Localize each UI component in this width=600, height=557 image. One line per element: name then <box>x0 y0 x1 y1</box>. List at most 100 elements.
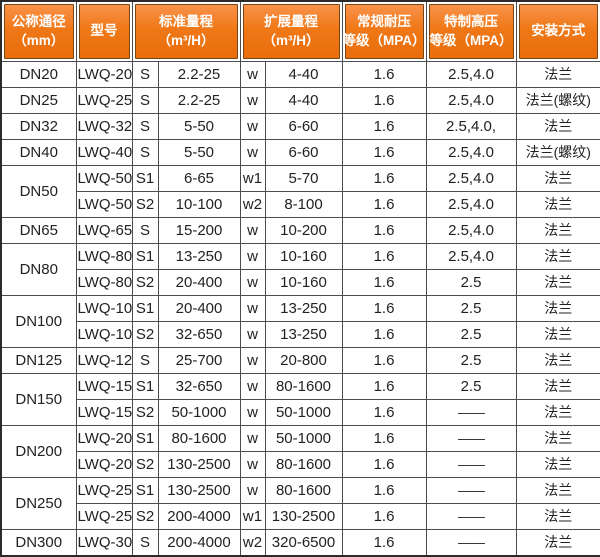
cell-standard-range: 32-650 <box>157 321 241 348</box>
cell-high-pressure: —— <box>425 425 517 452</box>
cell-model: LWQ-65 <box>75 217 133 244</box>
cell-installation: 法兰 <box>515 243 600 270</box>
cell-installation: 法兰 <box>515 425 600 452</box>
cell-high-pressure: 2.5,4.0 <box>425 217 517 244</box>
cell-high-pressure: 2.5,4.0 <box>425 191 517 218</box>
cell-standard-range: 200-4000 <box>157 503 241 530</box>
cell-high-pressure: —— <box>425 477 517 504</box>
cell-model: LWQ-300 <box>75 529 133 557</box>
cell-model: LWQ-200 <box>75 451 133 478</box>
cell-nominal-diameter: DN200 <box>0 425 77 478</box>
header-label-standard-range: 标准量程 （m³/H） <box>134 4 238 59</box>
cell-model: LWQ-50 <box>75 191 133 218</box>
header-installation: 安装方式 <box>515 0 600 62</box>
cell-standard-range: 32-650 <box>157 373 241 400</box>
cell-high-pressure: 2.5 <box>425 347 517 374</box>
cell-standard-code: S2 <box>131 503 159 530</box>
cell-standard-pressure: 1.6 <box>341 165 427 192</box>
cell-standard-range: 25-700 <box>157 347 241 374</box>
cell-high-pressure: —— <box>425 529 517 557</box>
table-row: DN65 LWQ-65 S 15-200 w 10-200 1.6 2.5,4.0 法兰 <box>0 217 600 244</box>
cell-standard-range: 6-65 <box>157 165 241 192</box>
cell-standard-code: S1 <box>131 425 159 452</box>
cell-installation: 法兰 <box>515 373 600 400</box>
table-row: DN80 LWQ-80 S1 13-250 w 10-160 1.6 2.5,4.0 法兰 <box>0 243 600 296</box>
cell-standard-code: S2 <box>131 451 159 478</box>
cell-standard-pressure: 1.6 <box>341 477 427 504</box>
header-label-standard-pressure: 常规耐压 等级（MPA） <box>343 4 426 59</box>
cell-extended-code: w <box>239 399 266 426</box>
cell-standard-range: 200-4000 <box>157 529 241 557</box>
cell-nominal-diameter: DN100 <box>0 295 77 348</box>
cell-standard-range: 2.2-25 <box>157 61 241 88</box>
cell-high-pressure: 2.5,4.0, <box>425 113 517 140</box>
header-standard-pressure: 常规耐压 等级（MPA） <box>341 0 427 62</box>
cell-high-pressure: 2.5,4.0 <box>425 139 517 166</box>
cell-extended-code: w <box>239 347 266 374</box>
cell-extended-range: 8-100 <box>264 191 343 218</box>
cell-nominal-diameter: DN150 <box>0 373 77 426</box>
cell-model: LWQ-150 <box>75 373 133 400</box>
cell-standard-code: S1 <box>131 295 159 322</box>
cell-standard-pressure: 1.6 <box>341 217 427 244</box>
cell-extended-range: 130-2500 <box>264 503 343 530</box>
cell-extended-code: w <box>239 61 266 88</box>
cell-installation: 法兰 <box>515 217 600 244</box>
cell-model: LWQ-40 <box>75 139 133 166</box>
cell-extended-range: 6-60 <box>264 139 343 166</box>
cell-standard-pressure: 1.6 <box>341 269 427 296</box>
header-high-pressure: 特制高压 等级（MPA） <box>425 0 517 62</box>
cell-extended-range: 80-1600 <box>264 451 343 478</box>
table-body: DN20 LWQ-20 S 2.2-25 w 4-40 1.6 2.5,4.0 法兰 DN25 LW… <box>0 61 600 557</box>
cell-standard-code: S2 <box>131 191 159 218</box>
cell-standard-range: 80-1600 <box>157 425 241 452</box>
cell-installation: 法兰 <box>515 451 600 478</box>
cell-standard-code: S <box>131 87 159 114</box>
cell-model: LWQ-80 <box>75 269 133 296</box>
cell-model: LWQ-100 <box>75 321 133 348</box>
header-label-high-pressure: 特制高压 等级（MPA） <box>428 4 514 59</box>
cell-extended-range: 20-800 <box>264 347 343 374</box>
cell-extended-code: w1 <box>239 503 266 530</box>
cell-extended-range: 80-1600 <box>264 373 343 400</box>
cell-extended-code: w2 <box>239 191 266 218</box>
cell-installation: 法兰 <box>515 477 600 504</box>
cell-standard-code: S <box>131 217 159 244</box>
cell-standard-range: 5-50 <box>157 113 241 140</box>
cell-extended-range: 13-250 <box>264 295 343 322</box>
cell-nominal-diameter: DN32 <box>0 113 77 140</box>
cell-standard-range: 20-400 <box>157 295 241 322</box>
cell-extended-range: 6-60 <box>264 113 343 140</box>
cell-installation: 法兰 <box>515 191 600 218</box>
table-row: DN20 LWQ-20 S 2.2-25 w 4-40 1.6 2.5,4.0 法兰 <box>0 61 600 88</box>
cell-extended-code: w <box>239 425 266 452</box>
cell-standard-range: 15-200 <box>157 217 241 244</box>
cell-extended-code: w <box>239 217 266 244</box>
cell-installation: 法兰 <box>515 61 600 88</box>
cell-nominal-diameter: DN250 <box>0 477 77 530</box>
cell-nominal-diameter: DN300 <box>0 529 77 557</box>
cell-extended-code: w <box>239 269 266 296</box>
cell-nominal-diameter: DN20 <box>0 61 77 88</box>
header-label-extended-range: 扩展量程 （m³/H） <box>242 4 340 59</box>
cell-standard-pressure: 1.6 <box>341 139 427 166</box>
cell-standard-code: S <box>131 113 159 140</box>
cell-extended-range: 4-40 <box>264 87 343 114</box>
header-extended-range: 扩展量程 （m³/H） <box>239 0 343 62</box>
table-row: LWQ-80 S2 20-400 w 10-160 1.6 2.5 法兰 <box>1 269 600 296</box>
cell-installation: 法兰 <box>515 269 600 296</box>
cell-standard-code: S1 <box>131 477 159 504</box>
cell-high-pressure: —— <box>425 503 517 530</box>
cell-standard-pressure: 1.6 <box>341 503 427 530</box>
cell-extended-code: w <box>239 243 266 270</box>
cell-installation: 法兰(螺纹) <box>515 87 600 114</box>
header-model: 型号 <box>75 0 133 62</box>
cell-model: LWQ-250 <box>75 503 133 530</box>
cell-extended-code: w <box>239 321 266 348</box>
cell-extended-code: w <box>239 373 266 400</box>
table-row: DN32 LWQ-32 S 5-50 w 6-60 1.6 2.5,4.0, 法兰 <box>0 113 600 140</box>
cell-extended-range: 50-1000 <box>264 425 343 452</box>
